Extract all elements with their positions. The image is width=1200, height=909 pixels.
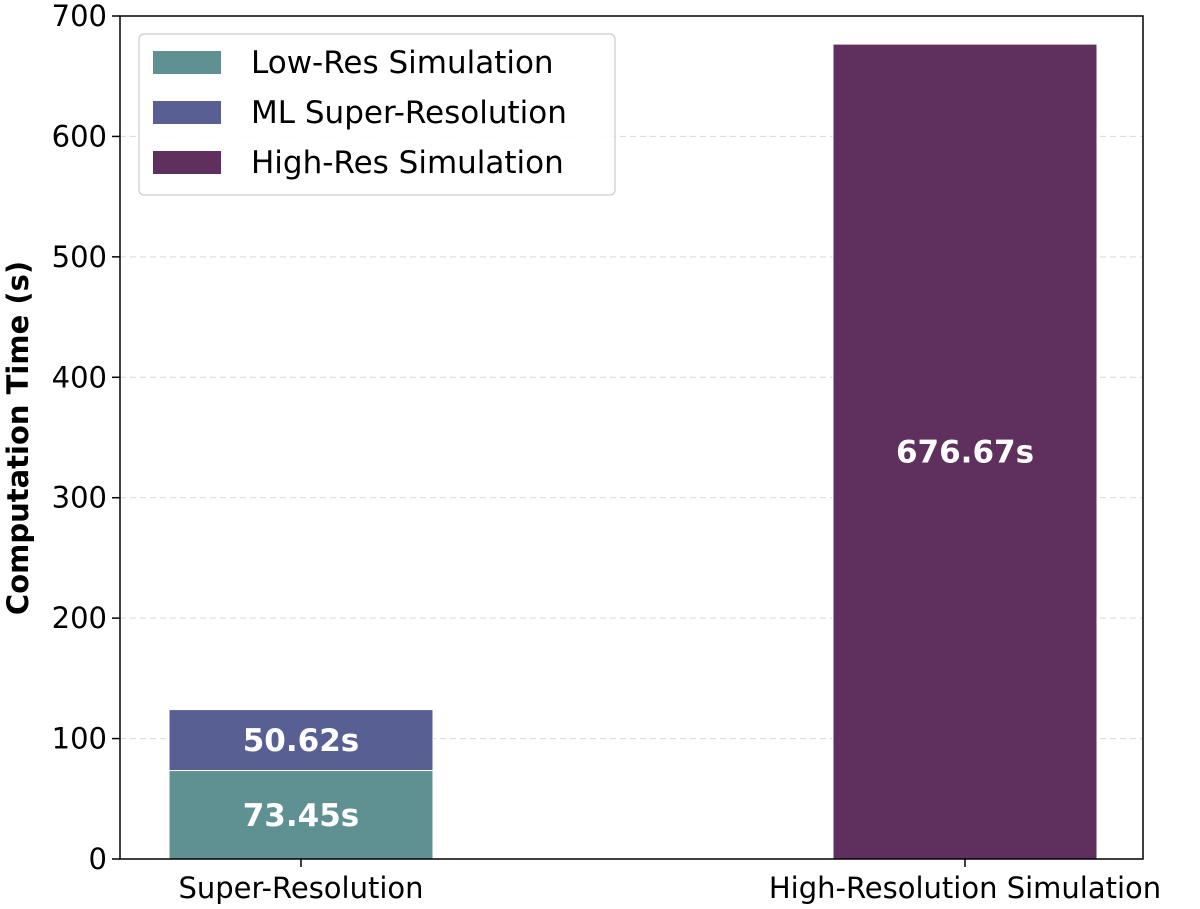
y-tick-label: 300 <box>52 481 107 515</box>
y-tick-label: 400 <box>52 360 107 394</box>
y-tick-label: 600 <box>52 119 107 153</box>
bars <box>168 43 1098 860</box>
bar-value-labels: 73.45s 50.62s 676.67s <box>243 435 1034 834</box>
legend-swatch <box>153 101 221 124</box>
bar-value-label: 50.62s <box>243 723 360 759</box>
legend-swatch <box>153 51 221 74</box>
x-tick-label: Super-Resolution <box>178 871 423 905</box>
legend-label: ML Super-Resolution <box>251 95 567 131</box>
y-tick-label: 100 <box>52 722 107 756</box>
y-tick-label: 500 <box>52 240 107 274</box>
bar-value-label: 73.45s <box>243 798 360 834</box>
legend-swatch <box>153 151 221 174</box>
plot-border <box>119 15 1144 860</box>
y-axis-title: Computation Time (s) <box>1 261 35 615</box>
axis-ticks: 0 100 200 300 400 500 600 700 Super-Resolution Hi… <box>52 0 1162 905</box>
bar-value-label: 676.67s <box>896 435 1034 471</box>
legend-label: High-Res Simulation <box>251 145 564 181</box>
y-tick-label: 0 <box>89 842 107 876</box>
legend: Low-Res Simulation ML Super-Resolution Hig… <box>138 33 616 196</box>
legend-box <box>138 33 616 196</box>
x-tick-label: High-Resolution Simulation <box>769 871 1161 905</box>
legend-label: Low-Res Simulation <box>251 45 554 81</box>
bar-segment <box>168 709 434 772</box>
plot-frame <box>119 15 1144 860</box>
y-tick-label: 200 <box>52 601 107 635</box>
y-tick-label: 700 <box>52 0 107 33</box>
bar-segment <box>832 43 1098 860</box>
